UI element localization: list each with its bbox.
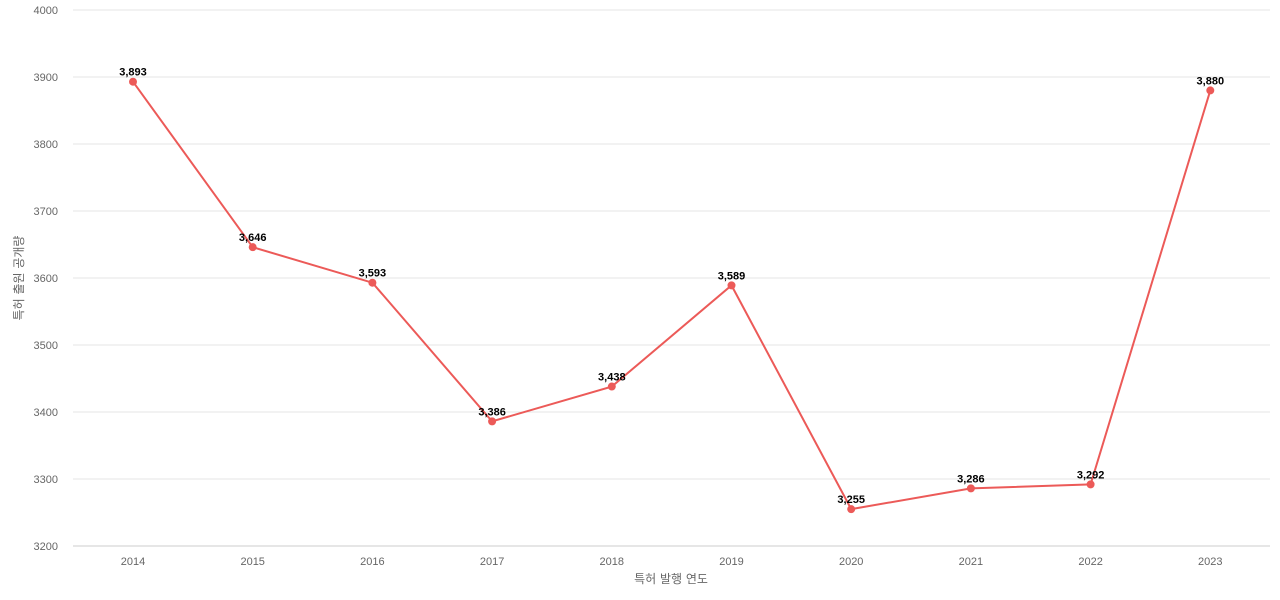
data-label: 3,893	[119, 67, 147, 79]
x-tick-label: 2016	[360, 556, 384, 568]
x-tick-label: 2018	[600, 556, 624, 568]
y-tick-label: 3400	[34, 407, 58, 419]
x-tick-label: 2023	[1198, 556, 1222, 568]
grid-layer	[73, 9, 1270, 547]
data-label: 3,880	[1197, 75, 1225, 87]
data-point[interactable]	[1086, 480, 1095, 489]
y-tick-labels: 3200 3300 3400 3500 3600 3700 3800 3900 4000	[34, 5, 58, 553]
y-tick-label: 3200	[34, 541, 58, 553]
data-point[interactable]	[368, 278, 377, 287]
data-label: 3,646	[239, 232, 267, 244]
data-point[interactable]	[488, 417, 497, 426]
data-point[interactable]	[847, 505, 856, 514]
y-tick-label: 4000	[34, 5, 58, 17]
data-label: 3,589	[718, 270, 746, 282]
data-label: 3,286	[957, 473, 985, 485]
y-tick-label: 3800	[34, 139, 58, 151]
y-tick-label: 3500	[34, 340, 58, 352]
x-tick-label: 2020	[839, 556, 863, 568]
y-tick-label: 3700	[34, 206, 58, 218]
y-tick-label: 3900	[34, 72, 58, 84]
data-label: 3,386	[478, 406, 506, 418]
x-tick-labels: 2014 2015 2016 2017 2018 2019 2020 2021 2022 2023	[121, 556, 1223, 568]
data-point[interactable]	[727, 281, 736, 290]
data-labels: 3,893 3,646 3,593 3,386 3,438 3,589 3,255 3,286…	[119, 67, 1224, 506]
data-point[interactable]	[966, 484, 975, 493]
y-tick-label: 3300	[34, 474, 58, 486]
x-tick-label: 2015	[240, 556, 264, 568]
series-line	[132, 81, 1212, 511]
x-tick-label: 2021	[959, 556, 983, 568]
data-label: 3,438	[598, 372, 626, 384]
x-axis-title: 특허 발행 연도	[634, 571, 708, 586]
data-label: 3,593	[359, 268, 387, 280]
series-layer	[129, 77, 1215, 514]
data-point[interactable]	[1206, 86, 1215, 95]
data-label: 3,292	[1077, 469, 1105, 481]
y-axis-title: 특허 출원 공개량	[12, 236, 26, 321]
data-point[interactable]	[248, 243, 257, 252]
data-label: 3,255	[837, 494, 865, 506]
y-tick-label: 3600	[34, 273, 58, 285]
x-tick-label: 2019	[719, 556, 743, 568]
x-tick-label: 2022	[1078, 556, 1102, 568]
data-point[interactable]	[607, 382, 616, 391]
data-point[interactable]	[129, 77, 137, 86]
x-tick-label: 2017	[480, 556, 504, 568]
x-tick-label: 2014	[121, 556, 145, 568]
